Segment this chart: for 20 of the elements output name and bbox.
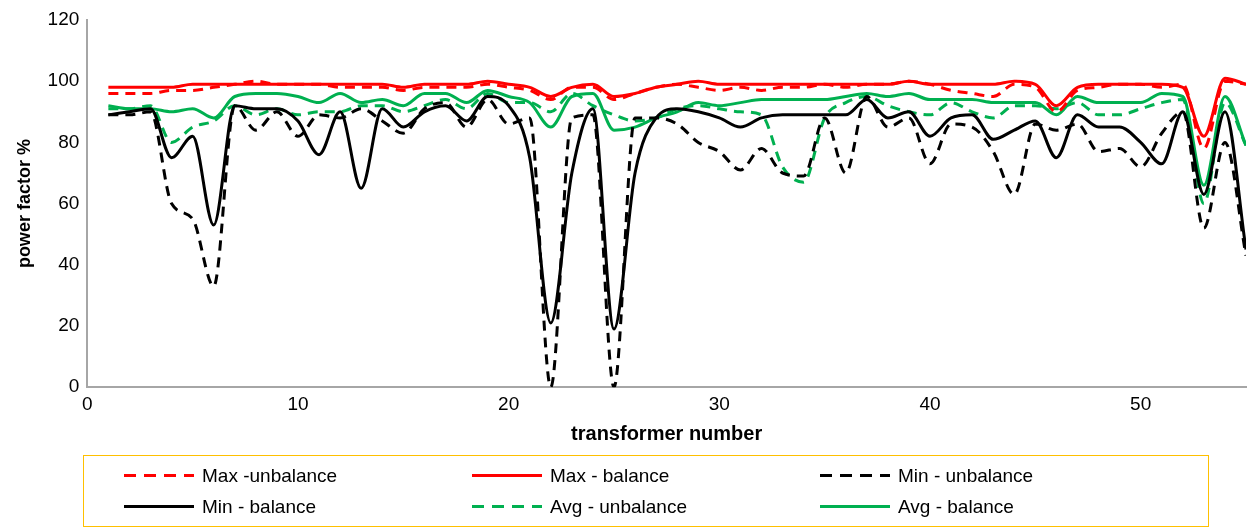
x-tick-label: 30 <box>708 392 730 414</box>
x-axis-title: transformer number <box>571 421 763 444</box>
y-tick-label: 20 <box>58 314 80 336</box>
y-tick-label: 100 <box>47 69 80 91</box>
x-tick-label: 20 <box>498 392 520 414</box>
y-tick-label: 60 <box>58 191 80 213</box>
legend-label: Min - unbalance <box>898 464 1034 487</box>
y-axis-title: power factor % <box>13 139 34 269</box>
legend-label: Max - balance <box>550 464 670 487</box>
legend-label: Max -unbalance <box>202 464 338 487</box>
y-tick-label: 40 <box>58 253 80 275</box>
y-tick-label: 0 <box>68 375 80 397</box>
x-tick-label: 40 <box>919 392 941 414</box>
x-tick-label: 50 <box>1130 392 1152 414</box>
legend-label: Avg - unbalance <box>550 495 687 518</box>
y-tick-label: 80 <box>58 130 80 152</box>
legend-label: Min - balance <box>202 495 317 518</box>
y-tick-label: 120 <box>47 8 80 30</box>
x-tick-label: 10 <box>287 392 309 414</box>
legend-label: Avg - balance <box>898 495 1014 518</box>
